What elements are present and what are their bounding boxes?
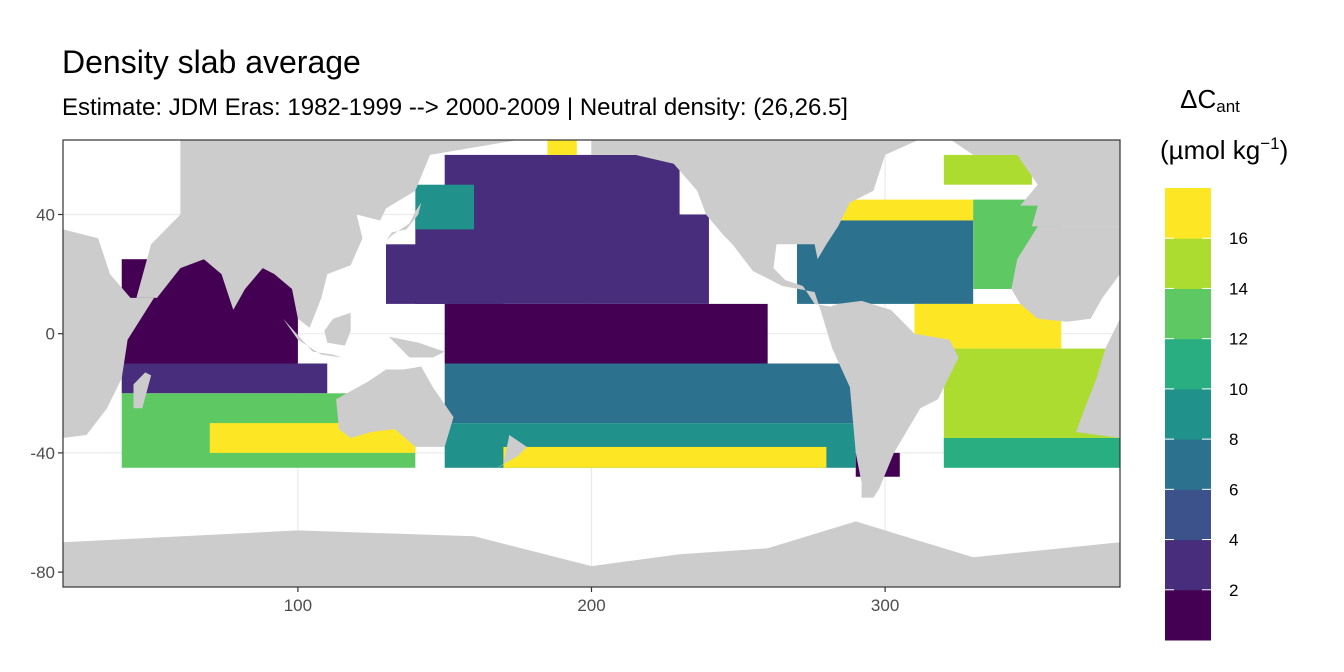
x-axis: 100 200 300 — [284, 587, 899, 615]
data-cell — [547, 140, 577, 155]
land-mass — [63, 140, 533, 438]
y-tick-label: -80 — [30, 563, 55, 582]
legend-label: 16 — [1229, 229, 1248, 248]
legend-label: 2 — [1229, 581, 1238, 600]
legend-swatch — [1165, 439, 1211, 490]
legend-swatch — [1165, 489, 1211, 541]
land-mass — [388, 336, 445, 358]
data-cell — [503, 446, 827, 468]
legend-swatch — [1165, 388, 1211, 440]
data-cell — [444, 363, 856, 424]
land-mass — [491, 435, 527, 471]
legend-label: 10 — [1229, 380, 1248, 399]
land-mass — [283, 318, 342, 358]
legend-title: ΔCant — [1180, 84, 1240, 116]
legend-unit: (µmol kg−1) — [1160, 134, 1289, 165]
x-tick-label: 100 — [284, 596, 312, 615]
land-masses — [63, 140, 1120, 587]
land-mass — [336, 366, 454, 447]
data-cell — [444, 154, 680, 215]
land-mass — [1076, 318, 1120, 438]
legend-swatch — [1165, 589, 1211, 641]
y-tick-label: 40 — [36, 206, 55, 225]
land-mass — [1011, 226, 1120, 322]
data-cell — [121, 363, 328, 394]
data-cell — [444, 303, 768, 364]
data-cell — [943, 154, 1032, 185]
legend-label: 12 — [1229, 330, 1248, 349]
x-tick-label: 200 — [577, 596, 605, 615]
panel-border — [62, 139, 1121, 588]
legend-label: 14 — [1229, 279, 1248, 298]
data-cell — [826, 199, 974, 221]
y-tick-label: 0 — [46, 325, 55, 344]
legend-swatch — [1165, 338, 1211, 390]
y-tick-label: -40 — [30, 444, 55, 463]
color-legend: 2 4 6 8 10 12 14 16 — [1165, 188, 1248, 641]
x-tick-label: 300 — [871, 596, 899, 615]
land-mass — [591, 140, 1120, 310]
land-mass — [63, 521, 1120, 587]
land-mass — [133, 372, 152, 409]
y-axis: 40 0 -40 -80 — [30, 206, 63, 582]
chart-subtitle: Estimate: JDM Eras: 1982-1999 --> 2000-2… — [62, 94, 848, 121]
legend-swatch — [1165, 238, 1211, 289]
legend-label: 8 — [1229, 430, 1238, 449]
data-cell — [943, 438, 1120, 468]
chart-title: Density slab average — [62, 44, 361, 80]
land-mass — [63, 229, 154, 438]
data-cell — [415, 184, 475, 230]
legend-swatch — [1165, 539, 1211, 591]
land-mass — [820, 300, 959, 498]
land-mass — [386, 202, 422, 242]
legend-label: 4 — [1229, 531, 1238, 550]
legend-swatch — [1165, 288, 1211, 340]
land-mass — [324, 312, 351, 346]
legend-swatch — [1165, 188, 1211, 239]
legend-label: 6 — [1229, 480, 1238, 499]
